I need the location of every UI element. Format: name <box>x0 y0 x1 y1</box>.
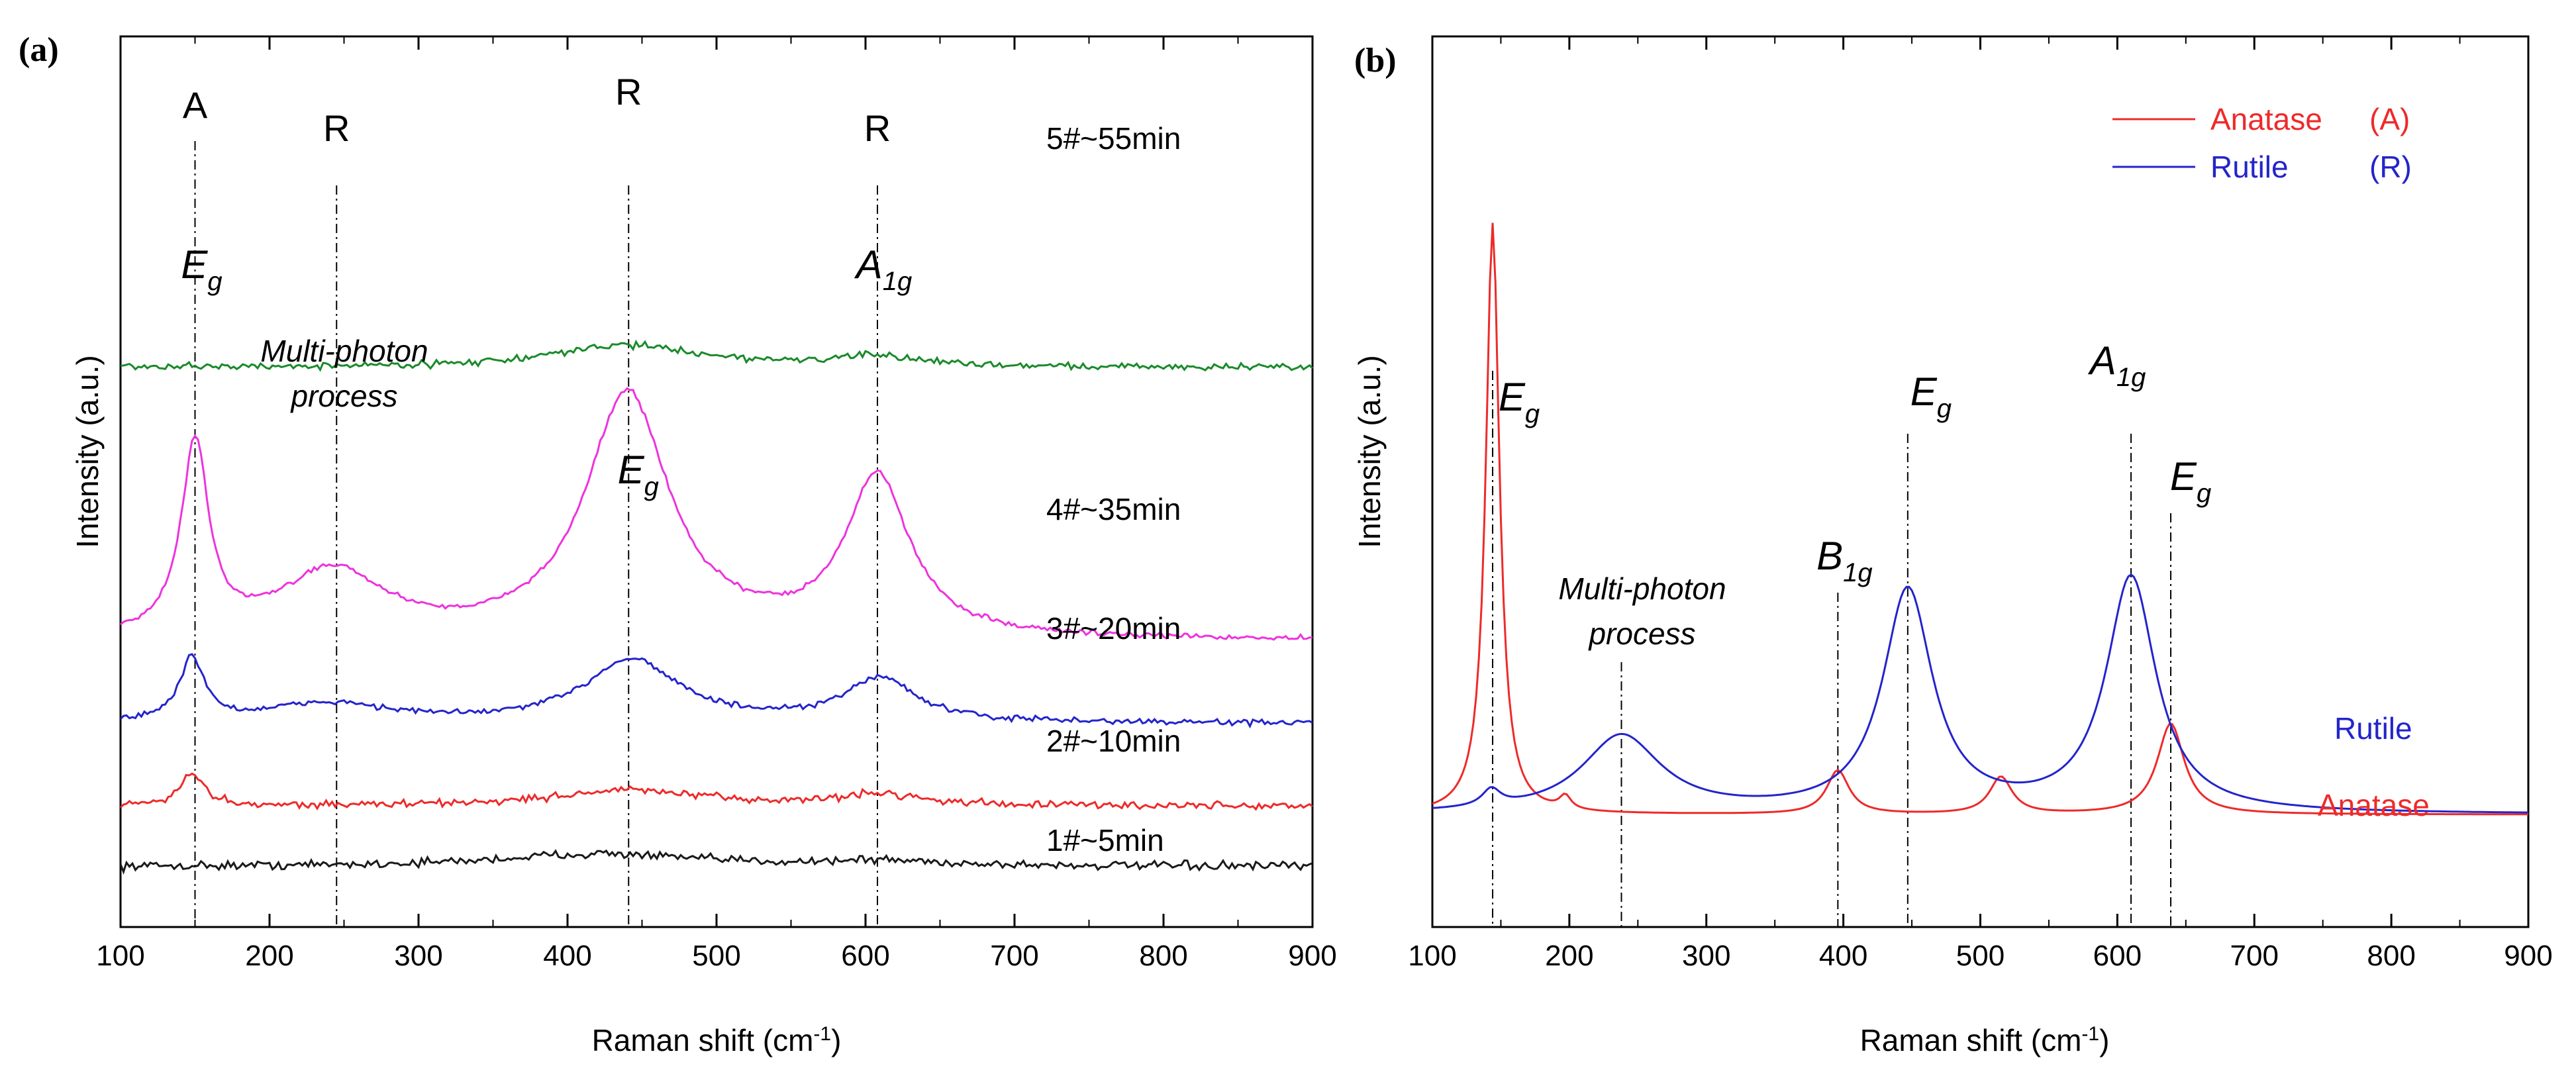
panel-a-letter: (a) <box>19 31 59 69</box>
x-tick-label: 500 <box>1956 940 2005 972</box>
panel-a-spectra <box>119 339 1314 875</box>
spectrum-1-5min <box>119 849 1313 875</box>
panel-a-xlabel: Raman shift (cm-1) <box>592 1023 842 1057</box>
series-label: 3#~20min <box>1046 611 1181 646</box>
panel-b-guide-lines <box>1492 371 2172 927</box>
x-tick-label: 500 <box>692 940 740 972</box>
x-tick-label: 100 <box>96 940 144 972</box>
x-tick-label: 400 <box>543 940 591 972</box>
mode-label: B1g <box>1816 534 1873 587</box>
x-tick-label: 300 <box>1682 940 1730 972</box>
panel-a: (a) Intensity (a.u.) Raman shift (cm-1) … <box>19 31 1337 1057</box>
spectrum-2-10min <box>119 772 1313 811</box>
x-tick-label: 800 <box>1139 940 1187 972</box>
mode-label: Eg <box>618 448 659 501</box>
series-label: 1#~5min <box>1046 823 1164 857</box>
curve-label-rutile: Rutile <box>2334 711 2412 746</box>
spectrum-3-20min <box>119 653 1313 729</box>
panel-b-xlabel: Raman shift (cm-1) <box>1860 1023 2110 1057</box>
series-label: 4#~35min <box>1046 492 1181 526</box>
x-tick-label: 800 <box>2367 940 2415 972</box>
x-tick-label: 200 <box>1545 940 1593 972</box>
x-tick-label: 600 <box>841 940 889 972</box>
spectrum-anatase <box>1432 222 2528 816</box>
panel-a-peak-labels: 1#~5min 2#~10min 3#~20min 4#~35min 5#~55min A… <box>181 71 1181 857</box>
x-tick-label: 300 <box>394 940 442 972</box>
panel-b-x-ticks: 100 200 300 400 500 600 700 800 900 <box>1408 36 2553 972</box>
panel-b-spectra <box>1432 222 2529 816</box>
panel-b-legend: Anatase (A) Rutile (R) <box>2112 102 2412 184</box>
phase-label: A <box>183 84 208 126</box>
panel-b-letter: (b) <box>1354 42 1397 79</box>
curve-label-anatase: Anatase <box>2318 788 2430 822</box>
panel-a-annotation-line1: Multi-photon <box>260 334 428 368</box>
panel-a-annotation-line2: process <box>289 379 397 413</box>
mode-label: Eg <box>181 242 222 296</box>
panel-b: (b) Intensity (a.u.) Raman shift (cm-1) … <box>1352 35 2553 1057</box>
series-label: 2#~10min <box>1046 724 1181 758</box>
spectrum-5-55min <box>120 339 1314 372</box>
series-label: 5#~55min <box>1046 121 1181 156</box>
panel-a-guide-lines <box>194 141 878 927</box>
x-tick-label: 900 <box>2504 940 2552 972</box>
panel-b-peak-labels: Eg B1g Eg A1g Eg <box>1499 338 2211 587</box>
spectrum-4-35min <box>120 387 1313 641</box>
panel-a-ylabel: Intensity (a.u.) <box>70 355 105 548</box>
x-tick-label: 400 <box>1819 940 1867 972</box>
x-tick-label: 100 <box>1408 940 1456 972</box>
legend-rutile-label: Rutile <box>2210 150 2289 184</box>
mode-label: Eg <box>2170 454 2211 508</box>
x-tick-label: 600 <box>2093 940 2142 972</box>
panel-a-x-ticks: 100 200 300 400 500 600 700 800 900 <box>96 36 1337 972</box>
panel-b-ylabel: Intensity (a.u.) <box>1352 355 1387 548</box>
panel-b-annotation-line1: Multi-photon <box>1558 571 1726 606</box>
x-tick-label: 700 <box>990 940 1038 972</box>
phase-label: R <box>323 107 350 149</box>
legend-anatase-label: Anatase <box>2210 102 2322 136</box>
x-tick-label: 700 <box>2230 940 2279 972</box>
panel-b-annotation-line2: process <box>1587 616 1695 651</box>
x-tick-label: 900 <box>1288 940 1336 972</box>
mode-label: Eg <box>1499 375 1540 428</box>
mode-label: Eg <box>1910 369 1952 423</box>
legend-anatase-tag: (A) <box>2369 102 2410 136</box>
legend-rutile-tag: (R) <box>2369 150 2412 184</box>
spectrum-rutile <box>1432 573 2529 814</box>
mode-label: A1g <box>854 242 913 296</box>
x-tick-label: 200 <box>245 940 293 972</box>
mode-label: A1g <box>2088 338 2146 392</box>
phase-label: R <box>864 107 891 149</box>
phase-label: R <box>615 71 642 113</box>
